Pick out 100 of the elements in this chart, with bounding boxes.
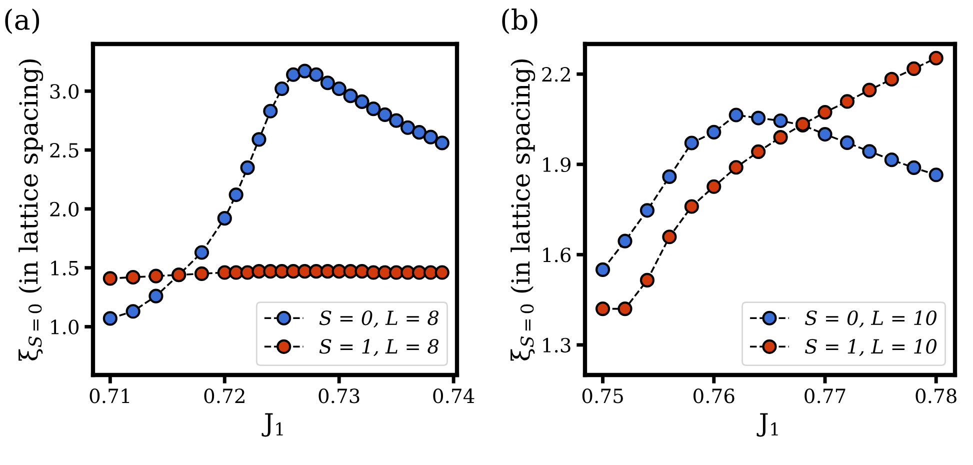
chart-title: (b) bbox=[502, 8, 538, 34]
point bbox=[906, 160, 922, 175]
point bbox=[297, 64, 312, 78]
point bbox=[862, 144, 877, 159]
point bbox=[217, 211, 232, 226]
point bbox=[263, 264, 278, 279]
point bbox=[354, 264, 370, 279]
point bbox=[751, 144, 766, 160]
point bbox=[320, 264, 335, 279]
point bbox=[640, 272, 655, 288]
point bbox=[308, 264, 324, 279]
point bbox=[728, 108, 744, 122]
legend-label: S = 1, L = 8 bbox=[319, 339, 439, 356]
y-tick-label: 1.5 bbox=[51, 260, 78, 276]
point bbox=[378, 265, 392, 280]
point bbox=[928, 168, 944, 182]
point bbox=[297, 264, 312, 279]
point bbox=[148, 268, 164, 284]
x-axis-title: J$_{1}$ bbox=[756, 413, 778, 437]
point bbox=[662, 230, 677, 244]
point bbox=[840, 135, 855, 150]
point bbox=[194, 266, 210, 281]
point bbox=[252, 264, 266, 279]
point bbox=[126, 304, 140, 319]
point bbox=[148, 288, 164, 304]
point bbox=[862, 82, 877, 98]
point bbox=[240, 160, 255, 175]
point bbox=[773, 130, 788, 145]
point bbox=[274, 81, 290, 96]
point bbox=[728, 160, 744, 175]
point bbox=[366, 101, 381, 116]
point bbox=[412, 125, 427, 140]
point bbox=[228, 265, 244, 280]
point bbox=[906, 61, 922, 76]
point bbox=[308, 67, 324, 82]
point bbox=[706, 179, 722, 194]
x-tick-label: 0.78 bbox=[916, 388, 956, 404]
point bbox=[320, 76, 335, 90]
point bbox=[332, 264, 346, 279]
point bbox=[595, 302, 610, 316]
legend-label: S = 0, L = 10 bbox=[805, 310, 936, 328]
point bbox=[240, 265, 255, 280]
point bbox=[343, 88, 358, 104]
x-tick-label: 0.74 bbox=[433, 388, 474, 404]
point bbox=[840, 94, 855, 109]
point bbox=[194, 245, 210, 260]
point bbox=[263, 104, 278, 118]
point bbox=[286, 264, 301, 279]
point bbox=[354, 94, 370, 110]
x-tick-label: 0.71 bbox=[90, 388, 130, 404]
x-tick-label: 0.75 bbox=[582, 388, 623, 404]
point bbox=[684, 199, 699, 214]
point bbox=[595, 262, 610, 277]
point bbox=[389, 265, 404, 280]
y-tick-label: 1.0 bbox=[51, 320, 79, 334]
x-axis-title: J$_{1}$ bbox=[262, 413, 283, 437]
point bbox=[126, 270, 140, 285]
point bbox=[434, 136, 450, 150]
y-tick-label: 1.3 bbox=[543, 338, 570, 353]
point bbox=[662, 169, 677, 184]
chart-title: (a) bbox=[5, 8, 40, 34]
x-tick-label: 0.76 bbox=[694, 388, 734, 404]
x-tick-label: 0.72 bbox=[204, 388, 244, 404]
point bbox=[684, 136, 699, 150]
point bbox=[400, 120, 416, 135]
point bbox=[102, 271, 118, 286]
point bbox=[618, 234, 632, 248]
y-tick-label: 2.2 bbox=[542, 67, 570, 82]
point bbox=[434, 265, 450, 280]
point bbox=[286, 67, 301, 82]
point bbox=[618, 302, 632, 316]
legend-label: S = 1, L = 10 bbox=[805, 339, 936, 356]
point bbox=[423, 265, 438, 280]
point bbox=[217, 265, 232, 280]
point bbox=[423, 130, 438, 144]
y-tick-label: 1.9 bbox=[543, 157, 570, 172]
point bbox=[252, 132, 266, 147]
point bbox=[640, 203, 655, 218]
legend-label: S = 0, L = 8 bbox=[319, 310, 439, 328]
point bbox=[751, 110, 766, 126]
point bbox=[400, 265, 416, 280]
x-tick-label: 0.73 bbox=[318, 388, 360, 404]
point bbox=[706, 124, 722, 140]
point bbox=[928, 50, 944, 66]
y-tick-label: 1.6 bbox=[543, 248, 571, 262]
y-tick-label: 2.5 bbox=[50, 142, 78, 158]
point bbox=[818, 105, 832, 120]
point bbox=[228, 187, 244, 202]
point bbox=[884, 72, 899, 86]
point bbox=[366, 265, 381, 280]
point bbox=[102, 311, 118, 326]
point bbox=[274, 264, 290, 279]
point bbox=[332, 81, 346, 96]
point bbox=[773, 113, 788, 128]
point bbox=[343, 264, 358, 279]
y-axis-title: ξ$_{S=0}$ (in lattice spacing) bbox=[510, 59, 536, 361]
point bbox=[818, 126, 832, 142]
point bbox=[884, 152, 899, 168]
x-tick-label: 0.77 bbox=[804, 388, 846, 404]
y-axis-title: ξ$_{S=0}$ (in lattice spacing) bbox=[18, 59, 44, 361]
